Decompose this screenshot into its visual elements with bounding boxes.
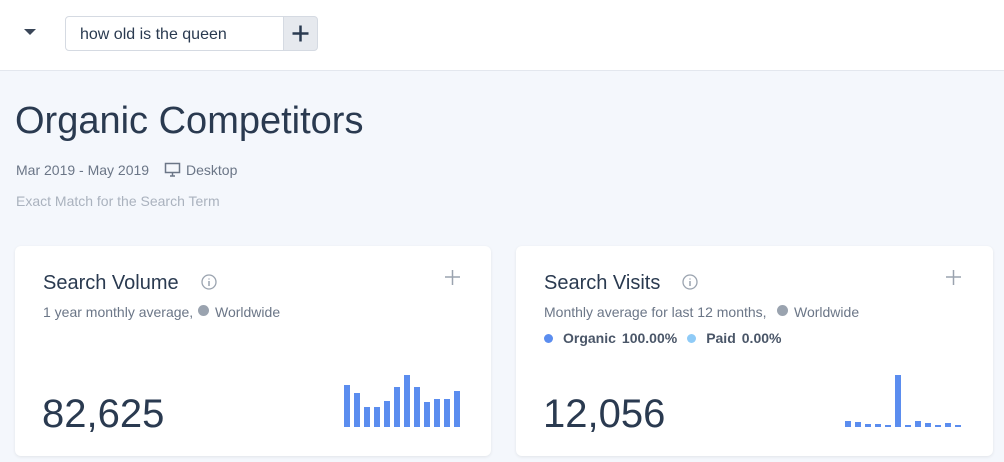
spark-bar xyxy=(875,424,881,427)
legend-item: Paid 0.00% xyxy=(687,330,781,346)
card-location: Worldwide xyxy=(215,304,281,320)
spark-bar xyxy=(394,387,400,427)
spark-bar xyxy=(404,375,410,427)
info-icon[interactable] xyxy=(682,274,700,292)
spark-bar xyxy=(955,425,961,427)
card: Search Visits Monthly average for last 1… xyxy=(516,246,993,456)
card-title: Search Volume xyxy=(43,272,179,294)
add-icon[interactable] xyxy=(945,269,963,287)
spark-bar xyxy=(434,399,440,427)
spark-bar xyxy=(885,425,891,427)
legend-value: 100.00% xyxy=(621,330,678,346)
card: Search Volume 1 year monthly average, Wo… xyxy=(15,246,491,456)
spark-bar xyxy=(354,393,360,427)
card-value: 12,056 xyxy=(543,392,666,436)
card-subtitle: Monthly average for last 12 months, xyxy=(544,304,767,320)
sparkline xyxy=(845,375,961,427)
search-box[interactable]: how old is the queen xyxy=(65,16,318,51)
spark-bar xyxy=(945,423,951,427)
add-icon[interactable] xyxy=(444,269,462,287)
desktop-icon xyxy=(164,162,181,177)
device: Desktop xyxy=(186,162,238,178)
legend: Organic 100.00% Paid 0.00% xyxy=(544,330,781,346)
legend-dot xyxy=(687,333,697,343)
spark-bar xyxy=(444,399,450,427)
card-title: Search Visits xyxy=(544,272,661,294)
spark-bar xyxy=(424,402,430,427)
spark-bar xyxy=(865,424,871,427)
legend-name: Paid xyxy=(706,330,736,346)
spark-bar xyxy=(364,407,370,427)
spark-bar xyxy=(915,421,921,427)
spark-bar xyxy=(935,425,941,427)
legend-value: 0.00% xyxy=(741,330,782,346)
top-bar: how old is the queen xyxy=(0,0,1004,71)
spark-bar xyxy=(925,423,931,427)
plus-icon xyxy=(292,25,309,42)
search-query: how old is the queen xyxy=(80,26,227,43)
spark-bar xyxy=(454,391,460,427)
info-icon[interactable] xyxy=(201,274,219,292)
spark-bar xyxy=(905,425,911,427)
legend-dot xyxy=(544,333,553,343)
page-title: Organic Competitors xyxy=(15,100,364,142)
date-range: Mar 2019 - May 2019 xyxy=(16,162,150,178)
legend-name: Organic xyxy=(563,330,616,346)
globe-icon xyxy=(777,305,788,316)
spark-bar xyxy=(855,422,861,427)
spark-bar xyxy=(414,387,420,427)
spark-bar xyxy=(895,375,901,427)
dropdown-caret[interactable] xyxy=(24,29,38,37)
sparkline xyxy=(344,375,460,427)
spark-bar xyxy=(845,421,851,427)
page-note: Exact Match for the Search Term xyxy=(16,193,220,209)
spark-bar xyxy=(344,385,350,427)
add-button[interactable] xyxy=(283,16,318,51)
spark-bar xyxy=(374,407,380,427)
globe-icon xyxy=(198,305,209,316)
legend-item: Organic 100.00% xyxy=(544,330,677,346)
spark-bar xyxy=(384,401,390,427)
card-value: 82,625 xyxy=(42,392,165,436)
card-subtitle: 1 year monthly average, xyxy=(43,304,194,320)
card-location: Worldwide xyxy=(794,304,860,320)
